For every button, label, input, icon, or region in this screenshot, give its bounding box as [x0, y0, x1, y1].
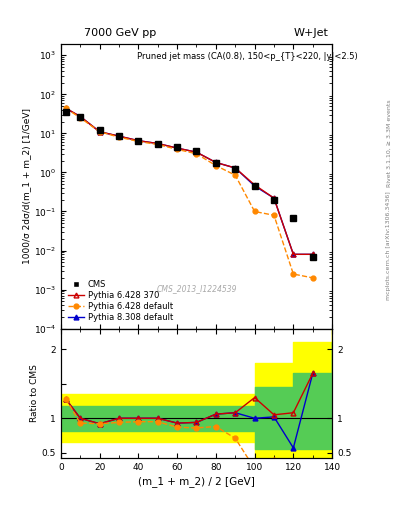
Text: Rivet 3.1.10, ≥ 3.3M events: Rivet 3.1.10, ≥ 3.3M events	[386, 99, 391, 187]
Legend: CMS, Pythia 6.428 370, Pythia 6.428 default, Pythia 8.308 default: CMS, Pythia 6.428 370, Pythia 6.428 defa…	[65, 277, 175, 325]
Text: W+Jet: W+Jet	[293, 28, 328, 38]
Y-axis label: Ratio to CMS: Ratio to CMS	[30, 365, 39, 422]
Text: mcplots.cern.ch [arXiv:1306.3436]: mcplots.cern.ch [arXiv:1306.3436]	[386, 191, 391, 300]
Text: CMS_2013_I1224539: CMS_2013_I1224539	[156, 284, 237, 293]
Text: Pruned jet mass (CA(0.8), 150<p_{T}<220, |y|<2.5): Pruned jet mass (CA(0.8), 150<p_{T}<220,…	[137, 52, 358, 61]
Text: 7000 GeV pp: 7000 GeV pp	[84, 28, 157, 38]
Y-axis label: 1000/σ 2dσ/d(m_1 + m_2) [1/GeV]: 1000/σ 2dσ/d(m_1 + m_2) [1/GeV]	[22, 108, 31, 264]
X-axis label: (m_1 + m_2) / 2 [GeV]: (m_1 + m_2) / 2 [GeV]	[138, 476, 255, 487]
